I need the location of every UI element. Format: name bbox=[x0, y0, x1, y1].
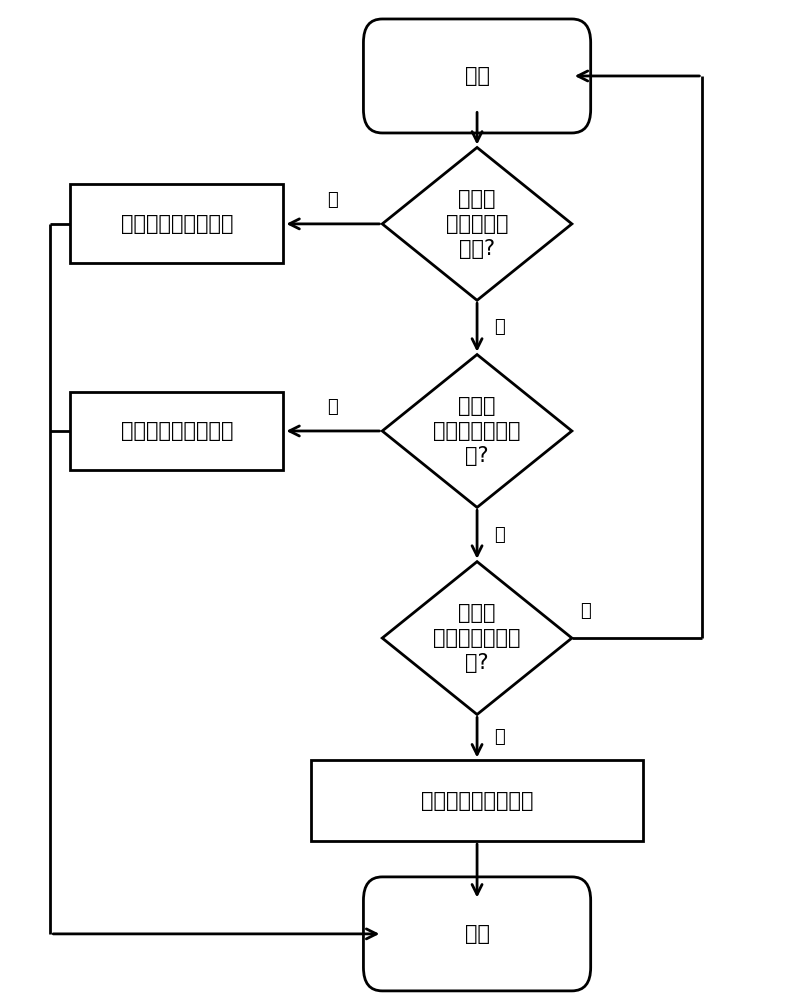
Text: 开始: 开始 bbox=[464, 66, 489, 86]
Polygon shape bbox=[381, 355, 571, 507]
Text: 第二层继电保护策略: 第二层继电保护策略 bbox=[120, 421, 233, 441]
Text: 结束: 结束 bbox=[464, 924, 489, 944]
FancyBboxPatch shape bbox=[363, 19, 590, 133]
Text: 是: 是 bbox=[494, 728, 504, 746]
Polygon shape bbox=[381, 562, 571, 714]
Text: 第一层继电保护策略: 第一层继电保护策略 bbox=[420, 791, 532, 811]
FancyBboxPatch shape bbox=[363, 877, 590, 991]
Bar bbox=[70, 184, 283, 263]
Text: 否: 否 bbox=[494, 526, 504, 544]
Text: 第三层继电保护策略: 第三层继电保护策略 bbox=[120, 214, 233, 234]
Text: 是: 是 bbox=[327, 191, 338, 209]
Text: 否: 否 bbox=[579, 602, 589, 620]
Text: 电流补
偿器是否发生故
障?: 电流补 偿器是否发生故 障? bbox=[433, 396, 520, 466]
Text: 主变压
器是否发生
故障?: 主变压 器是否发生 故障? bbox=[445, 189, 507, 259]
Bar bbox=[70, 392, 283, 470]
Text: 电压补
偿器是否发生故
障?: 电压补 偿器是否发生故 障? bbox=[433, 603, 520, 673]
Text: 否: 否 bbox=[494, 318, 504, 336]
Polygon shape bbox=[381, 147, 571, 300]
Bar bbox=[311, 760, 642, 841]
Text: 是: 是 bbox=[327, 398, 338, 416]
